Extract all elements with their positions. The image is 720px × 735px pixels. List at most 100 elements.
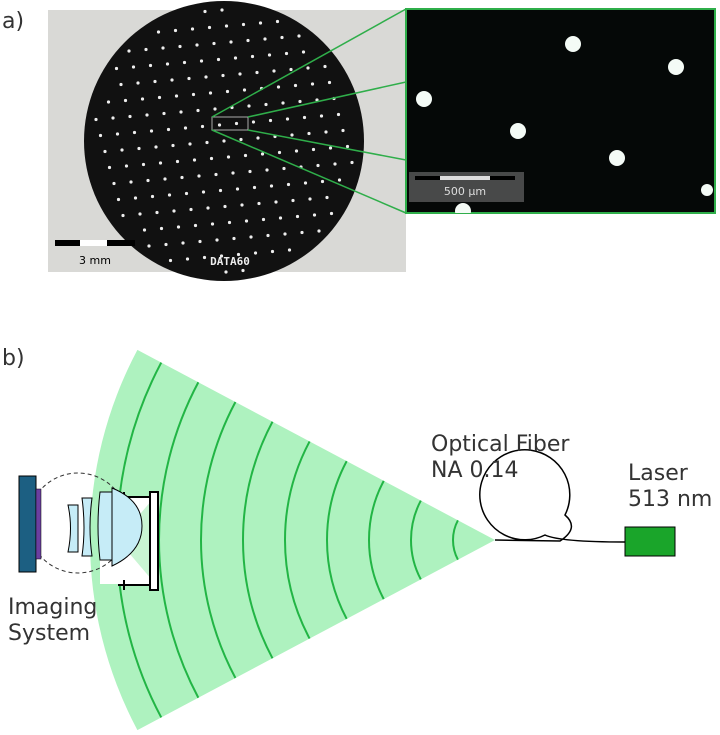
pinhole: [209, 156, 214, 161]
pinhole: [281, 101, 285, 105]
pinhole: [168, 258, 173, 263]
pinhole: [287, 248, 292, 252]
pinhole: [253, 251, 258, 255]
pinhole: [176, 225, 181, 229]
wavefront: [410, 500, 422, 580]
pinhole: [173, 28, 178, 33]
mask: [149, 491, 159, 591]
pinhole: [302, 115, 307, 120]
pinhole: [234, 121, 239, 126]
pinhole: [131, 65, 136, 69]
pinhole: [222, 139, 226, 143]
pinhole: [120, 148, 124, 152]
pinhole: [248, 169, 252, 174]
scale-text: 3 mm: [79, 254, 111, 267]
pinhole: [149, 129, 154, 133]
pinhole: [123, 98, 128, 103]
lenses: [67, 487, 143, 567]
pinhole: [170, 78, 174, 82]
pinhole: [268, 118, 273, 123]
pinhole: [215, 238, 219, 242]
laser-label: Laser: [628, 461, 689, 486]
pinhole: [208, 91, 213, 95]
pinhole: [286, 182, 291, 187]
pinhole: [285, 117, 290, 121]
pinhole: [276, 85, 281, 89]
pinhole: [124, 164, 129, 168]
pinhole: [252, 185, 257, 190]
pinhole: [166, 127, 171, 132]
pinhole: [350, 160, 354, 165]
pinhole: [297, 34, 301, 38]
pinhole: [261, 217, 266, 222]
fiber-na: NA 0.14: [431, 458, 518, 483]
pinhole: [185, 257, 190, 261]
zoom-box: [211, 116, 249, 131]
pinhole: [223, 204, 227, 209]
pinhole: [269, 184, 274, 188]
pinhole: [178, 44, 182, 49]
pinhole: [301, 50, 306, 54]
pinhole: [307, 131, 311, 136]
pinhole: [157, 95, 162, 100]
pinhole: [236, 252, 241, 257]
pinhole: [156, 30, 161, 34]
pinhole: [140, 97, 145, 101]
pinhole: [255, 70, 259, 75]
wavefront: [452, 519, 459, 561]
pinhole: [324, 130, 328, 134]
pinhole: [238, 72, 242, 76]
wavefront: [326, 460, 348, 620]
pinhole: [137, 146, 141, 151]
pinhole: [179, 110, 183, 114]
pinhole: [278, 216, 283, 220]
pinhole: [336, 112, 341, 117]
pinhole: [203, 9, 207, 14]
pinhole: [231, 171, 235, 175]
pinhole: [241, 268, 245, 273]
pinhole: [303, 181, 308, 185]
pinhole: [275, 19, 280, 24]
pinhole: [155, 210, 159, 215]
pinhole: [243, 153, 248, 158]
pinhole: [225, 89, 230, 94]
pinhole: [201, 190, 206, 194]
pinhole: [196, 108, 200, 113]
pinhole: [115, 132, 120, 136]
pinhole: [239, 137, 243, 142]
pinhole: [202, 255, 207, 260]
pinhole: [144, 47, 148, 52]
pinhole: [154, 145, 158, 149]
pinhole: [142, 228, 147, 232]
pinhole: [218, 188, 223, 193]
pinhole: [172, 209, 176, 213]
pinhole: [233, 56, 238, 60]
pinhole: [298, 99, 302, 104]
pinhole: [226, 155, 231, 159]
scale-bar-bg: [415, 176, 515, 180]
pinhole: [132, 130, 137, 135]
pinhole: [145, 113, 149, 117]
pinhole: [164, 242, 168, 247]
pinhole: [158, 161, 163, 165]
pinhole: [235, 187, 240, 191]
chip-text: DATA60: [210, 255, 250, 268]
pinhole: [270, 249, 275, 254]
pinhole: [128, 114, 132, 119]
pinhole: [174, 94, 179, 98]
pinhole: [189, 207, 193, 212]
pinhole: [224, 24, 229, 28]
pinhole: [229, 40, 233, 44]
pinhole: [190, 27, 195, 31]
pinhole: [148, 63, 153, 68]
pinhole: [129, 180, 133, 184]
pinhole: [133, 196, 138, 200]
zoom-dots: [416, 36, 713, 213]
pinhole: [219, 254, 224, 258]
zoom-lines: [211, 8, 407, 214]
pinhole: [213, 107, 217, 111]
pinhole: [300, 230, 304, 235]
pinhole: [180, 175, 184, 180]
pinhole: [293, 83, 298, 88]
